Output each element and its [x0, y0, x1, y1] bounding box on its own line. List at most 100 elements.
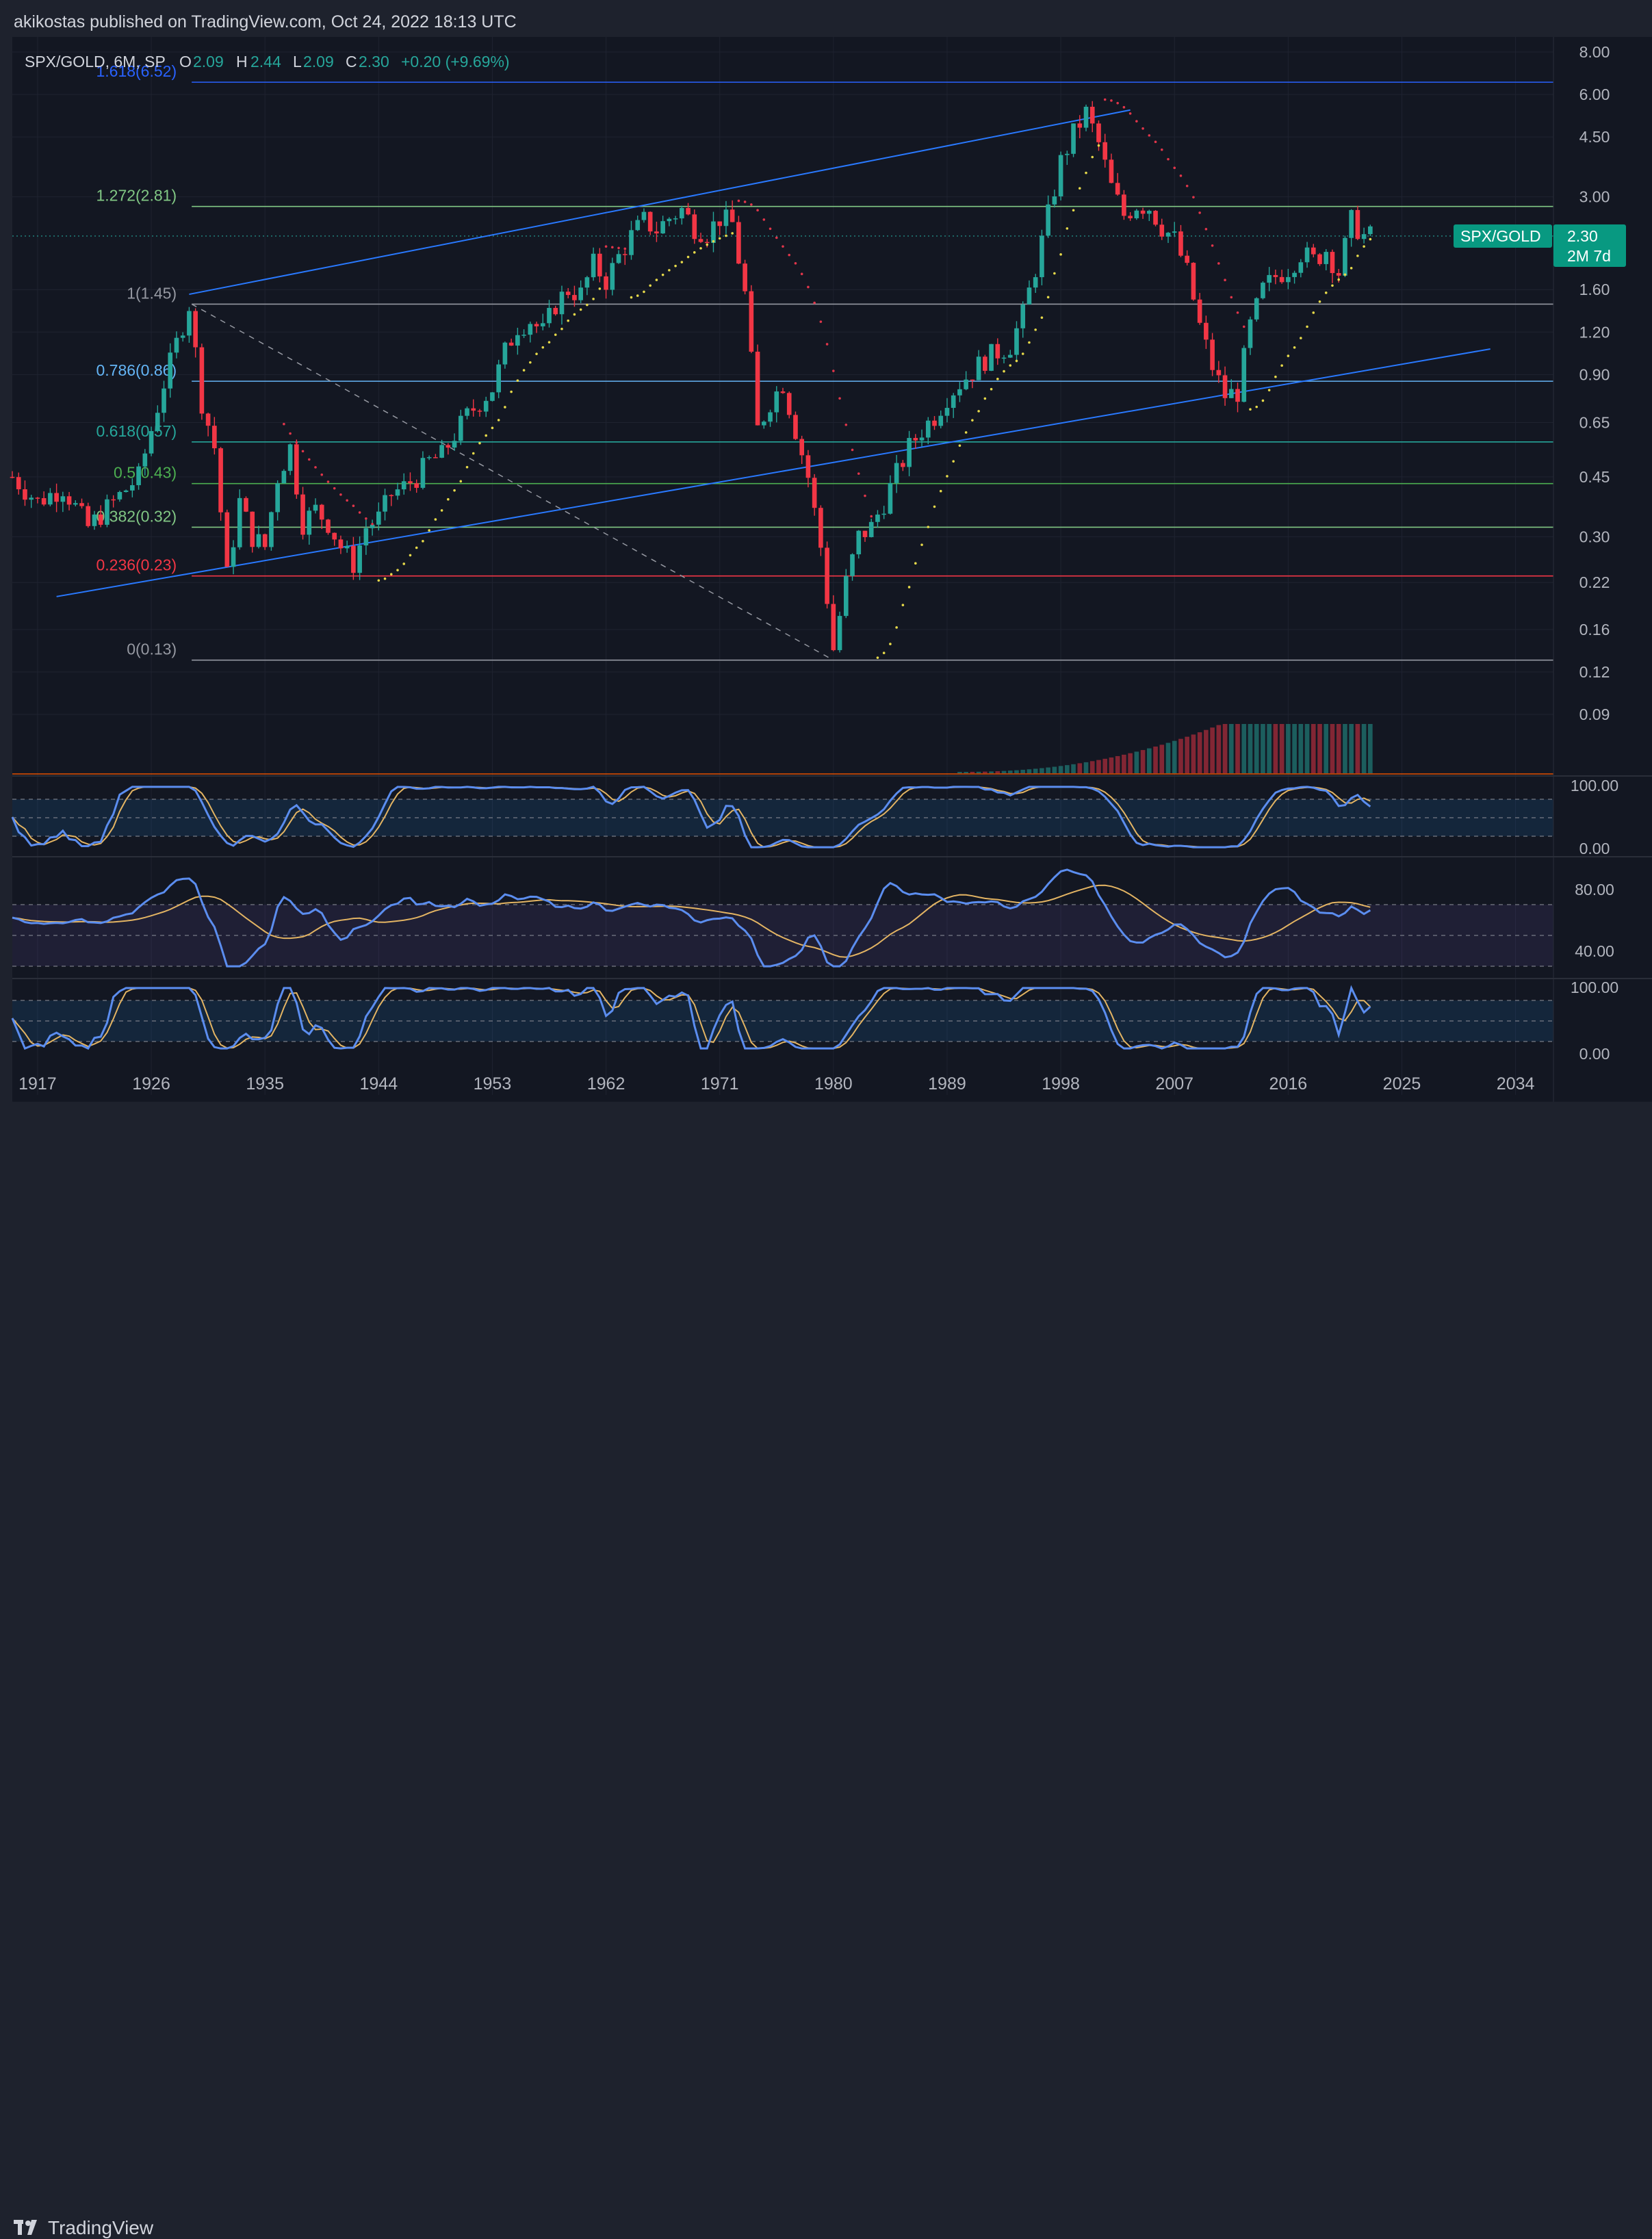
sar-dot [1128, 112, 1132, 115]
candle-body [155, 413, 160, 431]
candle-body [1134, 210, 1139, 218]
sar-dot [428, 529, 430, 532]
candle-body [983, 357, 988, 371]
candle-body [136, 466, 141, 486]
sar-dot [522, 369, 526, 372]
sar-dot [832, 370, 835, 372]
candle-body [704, 242, 710, 244]
candle-body [1109, 159, 1114, 183]
tradingview-logo[interactable]: TradingView [14, 2217, 153, 2239]
candle-body [850, 554, 855, 576]
sar-dot [1274, 375, 1277, 378]
volume-bar [1083, 762, 1089, 773]
sar-dot [1261, 399, 1265, 402]
candle-body [647, 211, 653, 232]
candle-body [553, 307, 558, 315]
time-tick-label: 1917 [18, 1074, 57, 1093]
sar-dot [1040, 316, 1044, 319]
sar-dot [838, 397, 841, 400]
candle-body [1096, 123, 1101, 142]
candle-body [1336, 273, 1341, 276]
sar-dot [434, 518, 437, 521]
candle-body [1007, 354, 1013, 358]
candle-body [907, 437, 912, 467]
sar-dot [478, 441, 481, 445]
volume-bar [1361, 724, 1367, 773]
fib-level-label: 1.272(2.81) [96, 187, 177, 205]
candle-body [1033, 277, 1038, 288]
sar-dot [630, 296, 633, 299]
candle-body [1040, 235, 1044, 278]
candle-body [351, 545, 356, 573]
candle-body [244, 497, 248, 512]
candle-body [370, 524, 375, 528]
candle-body [130, 485, 135, 491]
volume-bar [1109, 757, 1114, 773]
sar-dot [1116, 101, 1119, 105]
time-tick-label: 2025 [1383, 1074, 1421, 1093]
legend-l-label: L [293, 53, 302, 70]
channel-upper-line [189, 109, 1131, 296]
osc-slow-line [12, 884, 1371, 958]
sar-dot [504, 406, 506, 409]
volume-bar [1254, 724, 1259, 773]
volume-bar [1089, 761, 1095, 773]
candle-body [1020, 304, 1026, 328]
candle-body [142, 453, 148, 467]
price-tick-label: 3.00 [1579, 188, 1610, 206]
candle-body [1286, 276, 1291, 283]
volume-bar [1052, 766, 1057, 773]
sar-dot [1122, 105, 1126, 109]
volume-bar [1172, 740, 1177, 773]
candle-body [572, 295, 577, 300]
sar-dot [977, 410, 980, 413]
candle-body [363, 528, 369, 546]
candle-body [774, 391, 779, 413]
sar-dot [1356, 255, 1359, 257]
volume-bar [1267, 724, 1272, 773]
time-tick-label: 1953 [474, 1074, 512, 1093]
fib-level-label: 1(1.45) [127, 284, 177, 302]
candle-body [29, 497, 34, 500]
sar-dot [541, 346, 545, 349]
candle-body [881, 513, 886, 515]
candle-body [319, 504, 324, 520]
sar-dot [295, 441, 298, 444]
sar-dot [655, 279, 658, 281]
candle-body [951, 395, 956, 409]
sar-dot [889, 643, 892, 645]
volume-bar [957, 772, 962, 773]
sar-dot [920, 543, 923, 546]
candle-body [540, 323, 545, 326]
candle-body [837, 616, 842, 651]
chart-canvas[interactable]: 1.618(6.52) 1.272(2.81) 1(1.45) 0.786(0.86)… [0, 0, 1652, 1150]
time-tick-label: 2034 [1497, 1074, 1535, 1093]
chart-frame[interactable] [12, 37, 1652, 1102]
sar-dot [1312, 311, 1315, 314]
candle-body [868, 521, 874, 537]
candle-body [1317, 254, 1322, 264]
volume-bar [1355, 724, 1360, 773]
volume-bar [964, 771, 968, 773]
volume-bar [1146, 748, 1152, 773]
sar-dot [472, 452, 475, 455]
volume-bar [1140, 750, 1146, 773]
sar-dot [611, 246, 614, 249]
volume-bar [1033, 768, 1038, 773]
candle-body [502, 342, 508, 365]
sar-dot [1369, 237, 1372, 241]
sar-dot [794, 261, 797, 265]
candle-body [199, 347, 205, 414]
candle-body [1065, 153, 1070, 155]
candle-body [749, 291, 754, 352]
candle-body [54, 493, 59, 502]
sar-dot [586, 303, 589, 307]
volume-bar [1210, 727, 1215, 773]
sar-dot [870, 515, 873, 518]
sar-dot [547, 341, 551, 344]
candle-body [768, 412, 773, 422]
volume-bar [1336, 724, 1341, 773]
candle-body [294, 444, 299, 495]
price-tick-label: 1.20 [1579, 323, 1610, 341]
candle-body [534, 324, 539, 326]
